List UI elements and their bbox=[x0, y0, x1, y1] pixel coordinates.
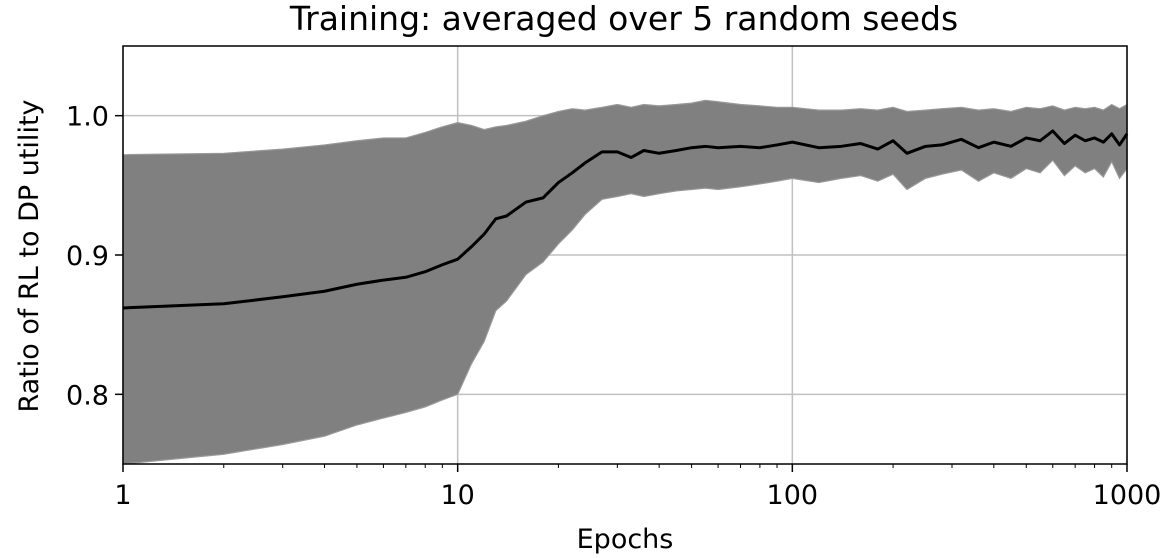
y-axis-ticks: 0.8 0.9 1.0 bbox=[66, 102, 123, 411]
y-axis-label: Ratio of RL to DP utility bbox=[14, 99, 45, 412]
y-tick-label: 0.9 bbox=[66, 241, 109, 272]
x-axis-ticks: 1 10 100 1000 bbox=[114, 464, 1161, 511]
x-tick-label: 10 bbox=[440, 480, 474, 511]
x-axis-label: Epochs bbox=[577, 524, 674, 555]
y-tick-label: 0.8 bbox=[66, 380, 109, 411]
x-tick-label: 1000 bbox=[1093, 480, 1162, 511]
x-tick-label: 100 bbox=[767, 480, 819, 511]
chart-title: Training: averaged over 5 random seeds bbox=[289, 0, 958, 38]
y-tick-label: 1.0 bbox=[66, 102, 109, 133]
mean-line bbox=[122, 129, 1129, 310]
x-tick-label: 1 bbox=[114, 480, 131, 511]
mean-line-layer bbox=[122, 129, 1129, 310]
